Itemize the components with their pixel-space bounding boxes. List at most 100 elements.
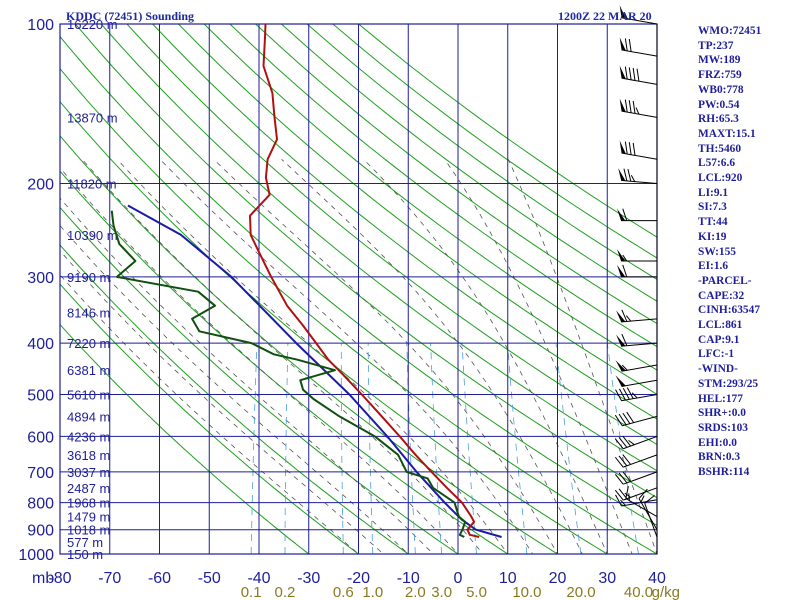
dry-adiabat [60,206,459,554]
mixing-ratio-label: 20.0 [566,584,595,600]
dry-adiabat [60,135,559,554]
temperature-tick-label: 20 [549,570,567,587]
height-label: 1018 m [67,523,110,538]
temperature-tick-label: -20 [347,570,370,587]
index-line: SW:155 [698,245,736,258]
index-line: MAXT:15.1 [698,127,756,140]
height-label: 1479 m [67,510,110,525]
wind-barb-flag [622,387,630,400]
temperature-tick-label: -40 [247,570,270,587]
dry-adiabat [177,24,657,395]
mixing-ratio-line [284,343,289,554]
wind-barb-shaft [621,499,658,507]
temperature-tick-label: -50 [198,570,221,587]
wind-barb-pennant [616,334,626,347]
wind-barb [625,486,658,518]
index-line: EHI:0.0 [698,436,737,449]
temperature-tick-label: -10 [397,570,420,587]
height-label: 3618 m [67,448,110,463]
wind-barb-halfflag [628,439,635,446]
temperature-tick-label: 10 [499,570,517,587]
height-labels: 16220 m 13870 m 11820 m 10390 m 9190 m 8146 m… [67,17,118,562]
wind-barb-flag [615,494,622,507]
wind-barb-shaft [623,471,658,485]
temperature-line [249,24,480,538]
wind-barb-shaft [621,364,658,372]
moist-adiabat [507,159,657,554]
dry-adiabat [60,323,310,554]
wind-barb [615,360,658,372]
wind-barb-flag [632,100,636,114]
wind-barb-flag [622,454,632,465]
wind-barb [638,488,658,530]
index-line: BSHR:114 [698,466,750,479]
moist-adiabat [60,274,360,554]
wind-barb-flag [614,489,624,501]
index-line: PW:0.54 [698,98,740,111]
index-line: BRN:0.3 [698,451,741,464]
dry-adiabat [100,24,657,472]
pressure-unit-label: mb [32,570,54,587]
wind-barb-pennant [619,98,626,112]
wind-barb-pennant [615,375,626,387]
wind-barb-flag [624,38,628,51]
wind-barb [617,248,657,262]
index-line: KI:19 [698,230,727,243]
mixing-ratio-line [430,343,443,554]
temperature-tick-label: -60 [148,570,171,587]
wind-barb-shaft [623,454,658,468]
wind-barb [619,37,658,57]
wind-barb-halfflag [631,392,638,399]
wind-barb-flag [618,413,627,425]
pressure-tick-label: 100 [27,17,54,34]
index-line: SI:7.3 [698,201,727,214]
wind-barb-shaft [622,415,658,427]
index-line: TP:237 [698,39,734,52]
wind-barb [619,65,658,85]
pressure-tick-label: 600 [27,429,54,446]
wind-barb-flag [622,264,628,278]
wind-barb-pennant [617,208,626,221]
wind-barb-halfflag [620,499,626,506]
wind-barb-shaft [621,318,658,323]
wind-barb-halfflag [623,11,628,19]
wind-barb [614,435,658,450]
pressure-tick-label: 500 [27,387,54,404]
wind-barb-flag [622,471,632,482]
moist-adiabat [60,250,385,554]
wind-barb-shaft [638,498,658,530]
moist-adiabats [60,159,657,554]
dry-adiabat [357,24,657,238]
wind-barb-flag [624,66,628,80]
wind-barb-pennant [619,140,626,154]
index-line: LCL:920 [698,172,743,185]
pressure-tick-label: 900 [27,523,54,540]
dry-adiabat [60,67,657,554]
index-line: LI:9.1 [698,186,729,199]
wind-barb [619,140,658,160]
height-label: 16220 m [67,17,118,32]
height-label: 150 m [67,547,103,562]
wind-barb-flag [622,412,631,424]
mixing-ratio-label: 0.6 [333,584,354,600]
height-label: 8146 m [67,305,110,320]
index-line: -WIND- [698,363,738,376]
index-line: WMO:72451 [698,25,762,37]
wind-barb-shaft [621,17,658,25]
wind-barb-halfflag [640,495,645,503]
wind-barb-flag [614,456,624,468]
temperature-tick-label: -70 [98,570,121,587]
pressure-tick-label: 1000 [18,547,54,564]
wind-barb-flag [618,388,626,401]
mixing-ratio-label: 10.0 [512,584,541,600]
wind-barb-flag [614,473,624,485]
index-line: CAP:9.1 [698,333,740,346]
moist-adiabat [213,159,558,554]
wind-barb-pennant [618,168,626,181]
wind-barb-flag [622,435,632,447]
temperature-tick-label: -30 [297,570,320,587]
wind-barb [614,411,658,427]
height-label: 1968 m [67,496,110,511]
wind-barb-pennant [617,264,626,277]
wind-barb-shaft [621,77,658,85]
